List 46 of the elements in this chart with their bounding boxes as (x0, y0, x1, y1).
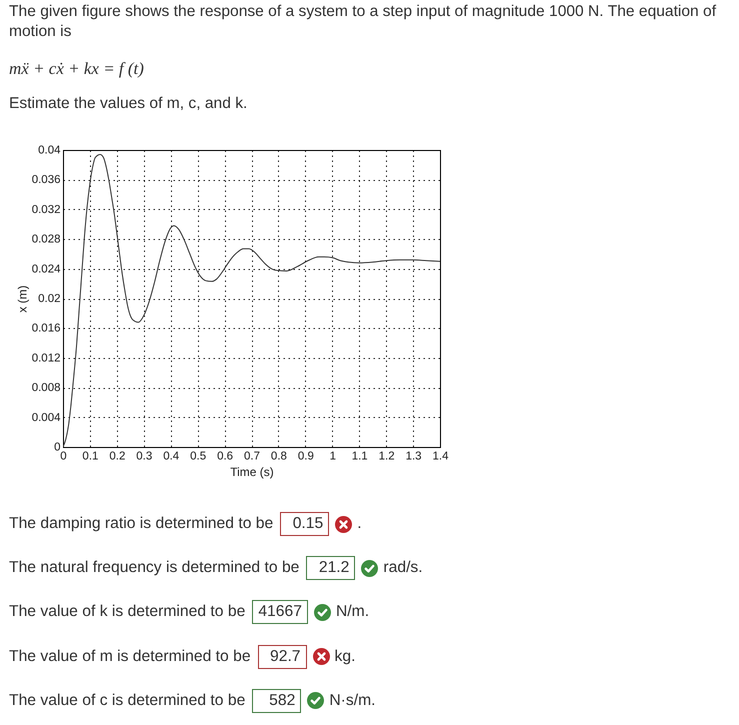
text: The damping ratio is determined to be (9, 515, 274, 533)
x-tick-label: 0.1 (82, 450, 98, 462)
y-axis-title: x (m) (16, 285, 30, 313)
y-tick-label: 0.016 (32, 322, 60, 335)
text: . (357, 515, 362, 533)
y-tick-label: 0.02 (38, 293, 60, 305)
x-tick-label: 1 (330, 450, 336, 462)
x-tick-label: 1.3 (406, 450, 422, 462)
line-series (63, 154, 440, 447)
y-tick-label: 0.004 (32, 412, 62, 424)
y-tick-label: 0.036 (32, 174, 60, 186)
x-tick-label: 0.8 (270, 450, 287, 462)
text: rad/s. (383, 559, 423, 578)
x-tick-label: 0.9 (298, 450, 314, 462)
x-tick-label: 0.4 (163, 450, 180, 462)
text: kg. (334, 648, 356, 666)
text: Estimate the values of m, c, and k. (9, 94, 248, 114)
y-tick-label: 0.024 (32, 263, 62, 276)
answer-field: 21.2 (306, 556, 356, 580)
y-tick-label: 0.032 (32, 204, 60, 216)
text: The natural frequency is determined to be (9, 559, 300, 578)
answer-field: 41667 (252, 600, 308, 624)
y-tick-label: 0.008 (32, 382, 60, 394)
y-tick-label: 0 (54, 442, 60, 454)
y-tick-label: 0.028 (32, 234, 60, 246)
y-tick-label: 0.012 (32, 352, 60, 364)
x-tick-label: 1.1 (352, 450, 368, 462)
answer-field: 0.15 (280, 512, 330, 536)
text: N·s/m. (329, 692, 376, 710)
x-tick-label: 0.6 (217, 450, 234, 462)
x-tick-label: 1.2 (378, 450, 395, 462)
chart-title: The given figure shows the response of a system to a step input of magnitude 1000 N. The equation of motion is (9, 2, 718, 41)
text: The value of k is determined to be (9, 603, 246, 622)
x-tick-label: 0.2 (109, 450, 126, 462)
x-tick-label: 0.5 (190, 450, 206, 462)
chart-subtitle: mẍ + cẋ + kx = f (t) (9, 59, 144, 78)
x-tick-label: 0.7 (244, 450, 260, 462)
y-tick-label: 0.04 (38, 144, 62, 156)
text: The value of m is determined to be (9, 648, 251, 666)
x-axis-title: Time (s) (230, 465, 274, 479)
answer-field: 92.7 (258, 644, 307, 669)
text: The value of c is determined to be (9, 692, 246, 710)
answer-field: 582 (252, 688, 302, 713)
text: N/m. (336, 603, 370, 622)
x-tick-label: 1.4 (432, 450, 450, 462)
x-tick-label: 0.3 (136, 450, 152, 462)
